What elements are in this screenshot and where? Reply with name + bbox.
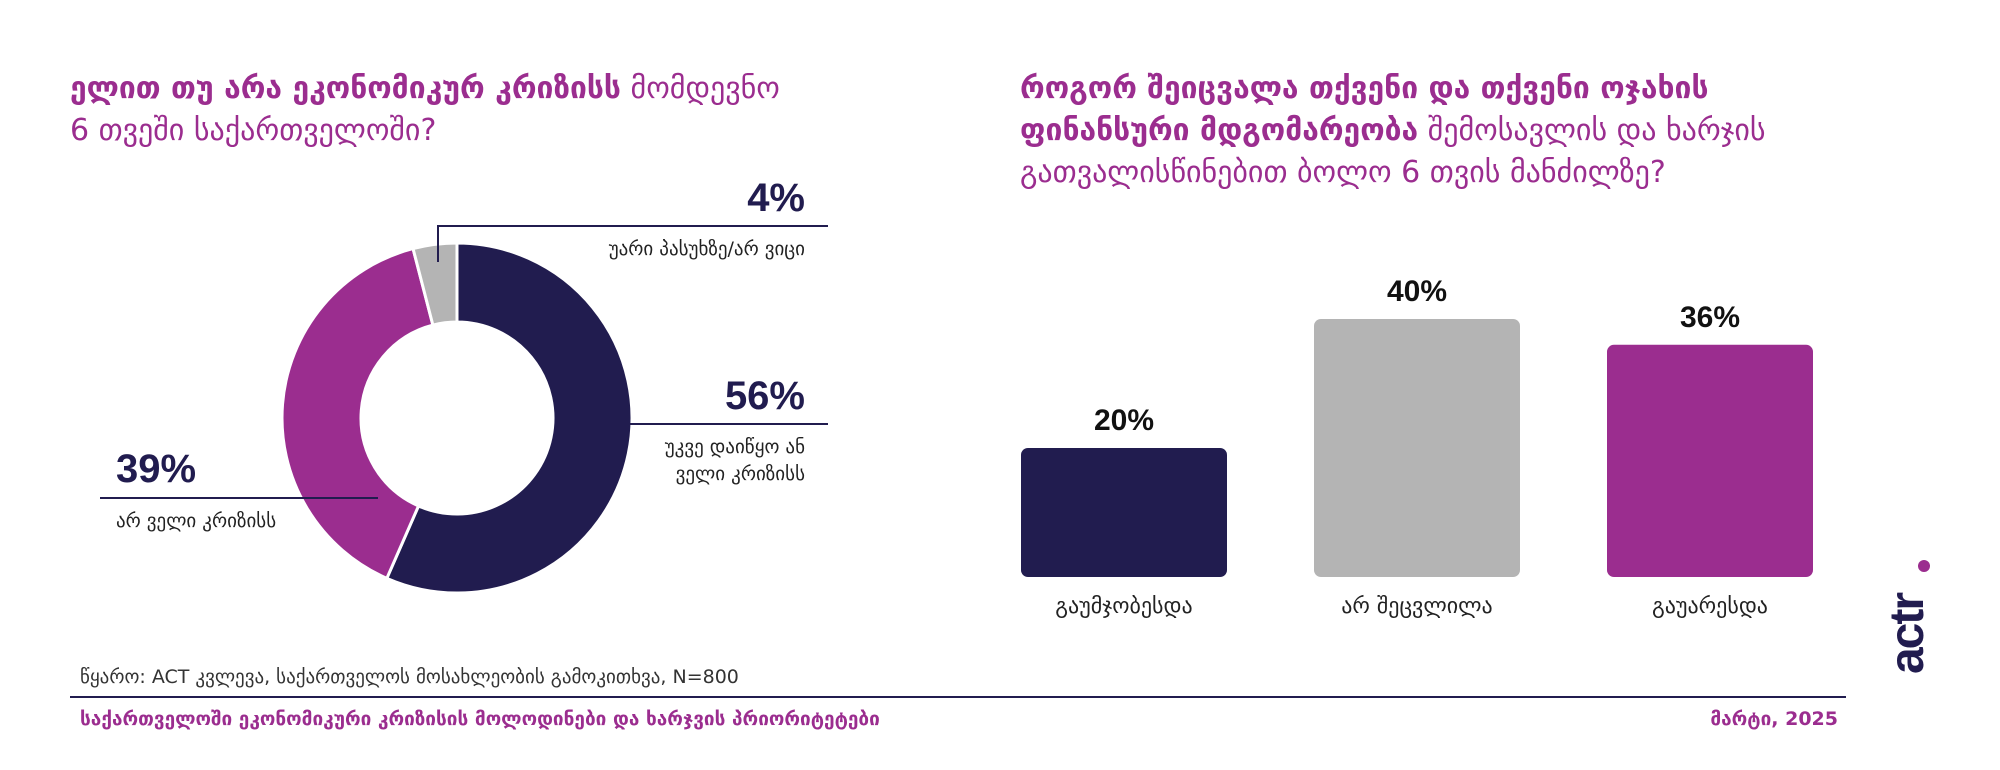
donut-title-bold: ელით თუ არა ეკონომიკურ კრიზისს <box>70 71 621 106</box>
bar-category-label-unchanged: არ შეცვლილა <box>1341 594 1493 619</box>
bar-improved <box>1021 448 1227 577</box>
act-logo: actr <box>1880 560 1940 710</box>
donut-label-dk-text: უარი პასუხზე/არ ვიცი <box>608 238 805 260</box>
bar-title-line1: როგორ შეიცვალა თქვენი და თქვენი ოჯახის <box>1020 71 1709 106</box>
donut-label-already-line1: უკვე დაიწყო ან <box>664 436 805 458</box>
bar-title-line3: გათვალისწინებით ბოლო 6 თვის მანძილზე? <box>1020 155 1666 190</box>
bar-value-label-unchanged: 40% <box>1386 275 1448 308</box>
footer-divider <box>70 696 1846 698</box>
donut-chart <box>100 225 828 595</box>
act-logo-dot <box>1918 560 1930 572</box>
donut-title-line2: 6 თვეში საქართველოში? <box>70 113 437 148</box>
donut-label-already-text: უკვე დაიწყო ან ველი კრიზისს <box>560 434 805 488</box>
leader-line-dk <box>437 225 828 262</box>
donut-title-rest: მომდევნო <box>621 71 780 106</box>
bar-title-line2-rest: შემოსავლის და ხარჯის <box>1418 113 1766 148</box>
bar-chart <box>1021 319 1813 577</box>
donut-label-already-line2: ველი კრიზისს <box>675 463 805 485</box>
bar-category-label-improved: გაუმჯობესდა <box>1055 594 1193 619</box>
footer-date: მარტი, 2025 <box>1710 708 1838 730</box>
bar-unchanged <box>1314 319 1520 577</box>
bar-title-line2-bold: ფინანსური მდგომარეობა <box>1020 113 1419 148</box>
bar-category-label-worsened: გაუარესდა <box>1652 594 1768 619</box>
source-note: წყარო: ACT კვლევა, საქართველოს მოსახლეობ… <box>80 666 739 688</box>
donut-label-dk-pct: 4% <box>747 176 805 220</box>
bar-worsened <box>1607 344 1813 577</box>
bar-value-label-improved: 20% <box>1093 404 1155 437</box>
donut-chart-title: ელით თუ არა ეკონომიკურ კრიზისს მომდევნო … <box>70 68 970 152</box>
donut-slice-dk <box>411 241 459 327</box>
donut-label-already-pct: 56% <box>724 374 805 418</box>
donut-slice-no <box>280 246 435 581</box>
act-logo-text: actr <box>1881 593 1934 675</box>
donut-label-no-pct: 39% <box>116 447 197 491</box>
donut-label-no-text: არ ველი კრიზისს <box>116 510 277 532</box>
donut-slice-already <box>384 241 634 595</box>
footer-report-title: საქართველოში ეკონომიკური კრიზისის მოლოდი… <box>80 708 880 730</box>
bar-value-label-worsened: 36% <box>1679 300 1741 334</box>
bar-chart-title: როგორ შეიცვალა თქვენი და თქვენი ოჯახის ფ… <box>1020 68 1920 194</box>
